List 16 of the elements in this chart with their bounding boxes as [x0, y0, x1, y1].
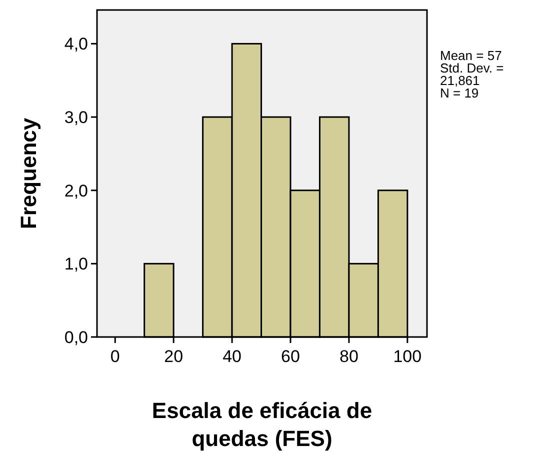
- x-tick-label: 60: [281, 347, 300, 366]
- y-tick-label: 2,0: [64, 181, 88, 200]
- x-tick-label: 20: [164, 347, 184, 366]
- x-tick-label: 0: [110, 347, 120, 366]
- y-tick-label: 4,0: [64, 34, 88, 54]
- x-tick-label: 80: [339, 347, 358, 366]
- text: Std. Dev. = 21,861: [440, 60, 504, 88]
- y-axis-title: Frequency: [16, 117, 41, 230]
- x-tick-label: 100: [393, 347, 422, 366]
- y-tick-label: 3,0: [64, 108, 88, 127]
- x-axis-title: Escala de eficácia de quedas (FES): [152, 398, 372, 451]
- y-tick-label: 1,0: [64, 254, 88, 274]
- text: N = 19: [440, 86, 479, 100]
- y-tick-label: 0,0: [64, 328, 88, 347]
- text: Mean = 57: [440, 48, 502, 63]
- x-tick-label: 40: [222, 347, 242, 366]
